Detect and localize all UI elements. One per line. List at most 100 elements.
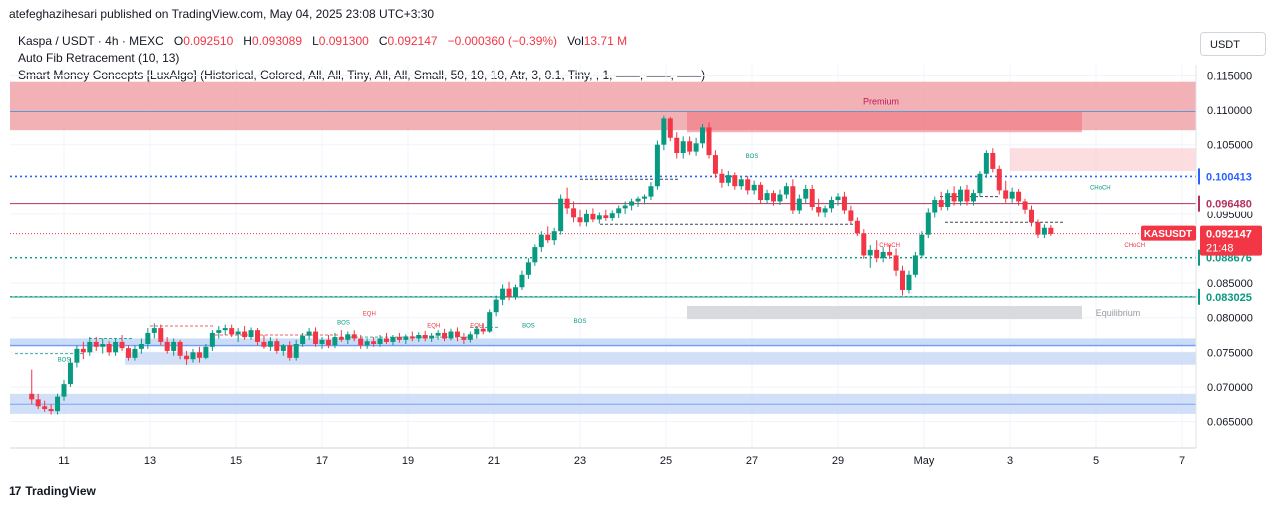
time-tick-label: 13 bbox=[144, 455, 156, 467]
candle-body bbox=[61, 384, 67, 397]
candle-body bbox=[403, 336, 409, 340]
candle-body bbox=[583, 213, 589, 223]
time-tick-label: 19 bbox=[402, 455, 414, 467]
smc-label: BOS bbox=[574, 319, 587, 325]
indicator-fib[interactable]: Auto Fib Retracement (10, 13) bbox=[18, 51, 180, 65]
candle-body bbox=[887, 251, 893, 256]
candle-body bbox=[977, 173, 983, 194]
premium-zone-label: Premium bbox=[863, 97, 899, 107]
symbol-ohlc-row: Kaspa / USDT · 4h · MEXC O0.092510 H0.09… bbox=[18, 33, 705, 50]
price-tag-label: 0.096480 bbox=[1206, 199, 1252, 211]
candle-body bbox=[42, 406, 48, 410]
price-tag-marker bbox=[1198, 168, 1200, 185]
candle-body bbox=[274, 341, 280, 351]
candle-body bbox=[738, 179, 744, 187]
candle-body bbox=[725, 175, 731, 183]
candle-body bbox=[571, 208, 577, 218]
time-tick-label: 17 bbox=[316, 455, 328, 467]
candle-body bbox=[119, 341, 125, 349]
candle-body bbox=[758, 184, 764, 201]
candle-body bbox=[87, 341, 93, 353]
candle-body bbox=[435, 332, 441, 336]
time-tick-label: 7 bbox=[1179, 455, 1185, 467]
price-tick-label: 0.095000 bbox=[1207, 209, 1253, 221]
candle-body bbox=[545, 234, 551, 241]
candle-body bbox=[551, 231, 557, 241]
equilibrium-zone bbox=[687, 305, 1082, 320]
candle-body bbox=[448, 331, 454, 339]
candle-body bbox=[313, 331, 319, 344]
smc-label: CHoCH bbox=[879, 243, 900, 249]
symbol-label[interactable]: Kaspa / USDT · 4h · MEXC bbox=[18, 34, 164, 48]
candle-body bbox=[325, 339, 331, 346]
candle-body bbox=[648, 186, 654, 197]
candle-body bbox=[248, 330, 254, 338]
candle-body bbox=[790, 186, 796, 211]
candle-body bbox=[158, 328, 164, 342]
candle-body bbox=[306, 331, 312, 336]
candle-body bbox=[429, 335, 435, 339]
smc-label: EQH bbox=[470, 323, 483, 329]
supply-block-2 bbox=[1010, 148, 1196, 171]
time-tick-label: 11 bbox=[58, 455, 69, 467]
price-tick-label: 0.070000 bbox=[1207, 382, 1253, 394]
time-tick-label: May bbox=[914, 455, 935, 467]
candle-body bbox=[467, 334, 473, 340]
candle-body bbox=[1009, 191, 1015, 199]
candle-body bbox=[900, 270, 905, 291]
candle-body bbox=[216, 330, 222, 333]
last-price-tag[interactable] bbox=[1200, 225, 1262, 256]
candle-body bbox=[964, 189, 970, 202]
candle-body bbox=[474, 328, 480, 335]
smc-label: CHoCH bbox=[1124, 243, 1145, 249]
candle-body bbox=[951, 193, 957, 202]
price-tick-label: 0.110000 bbox=[1207, 105, 1252, 117]
symbol-tag-label: KASUSDT bbox=[1144, 229, 1192, 240]
candle-body bbox=[732, 175, 738, 187]
low-label: L bbox=[312, 34, 319, 48]
change-value: −0.000360 (−0.39%) bbox=[447, 34, 558, 48]
candle-body bbox=[558, 198, 564, 232]
candle-body bbox=[990, 153, 996, 169]
candle-body bbox=[783, 186, 789, 195]
candle-body bbox=[745, 179, 751, 191]
candle-body bbox=[809, 188, 815, 207]
candle-body bbox=[442, 332, 448, 339]
candle-body bbox=[164, 341, 170, 351]
candle-body bbox=[861, 233, 867, 256]
candle-body bbox=[622, 205, 628, 209]
candle-body bbox=[113, 341, 119, 353]
candle-body bbox=[280, 345, 286, 351]
candle-body bbox=[996, 168, 1002, 191]
candle-body bbox=[461, 337, 467, 340]
candle-body bbox=[480, 328, 486, 332]
candle-body bbox=[242, 331, 248, 338]
candle-body bbox=[603, 215, 609, 219]
candle-body bbox=[255, 330, 260, 342]
candle-body bbox=[177, 341, 183, 356]
price-tag-bg bbox=[1198, 195, 1268, 212]
price-tick-label: 0.085000 bbox=[1207, 278, 1253, 290]
candle-body bbox=[345, 334, 351, 340]
candle-body bbox=[80, 348, 86, 353]
candle-body bbox=[171, 341, 177, 351]
candle-body bbox=[700, 127, 706, 144]
candle-body bbox=[422, 335, 428, 339]
candle-body bbox=[667, 118, 673, 138]
candle-body bbox=[642, 196, 647, 199]
candle-body bbox=[771, 193, 776, 202]
currency-button[interactable]: USDT bbox=[1200, 32, 1266, 56]
candle-body bbox=[1029, 209, 1034, 223]
candle-body bbox=[938, 200, 944, 207]
candle-body bbox=[48, 409, 54, 412]
candle-body bbox=[338, 337, 344, 340]
candle-body bbox=[500, 288, 506, 300]
tradingview-brand[interactable]: TradingView bbox=[25, 484, 96, 498]
candle-body bbox=[506, 288, 512, 297]
candle-body bbox=[190, 352, 196, 360]
smc-label: BOS bbox=[58, 357, 71, 363]
candle-body bbox=[267, 341, 273, 347]
candle-body bbox=[487, 312, 493, 332]
candle-body bbox=[867, 249, 873, 256]
